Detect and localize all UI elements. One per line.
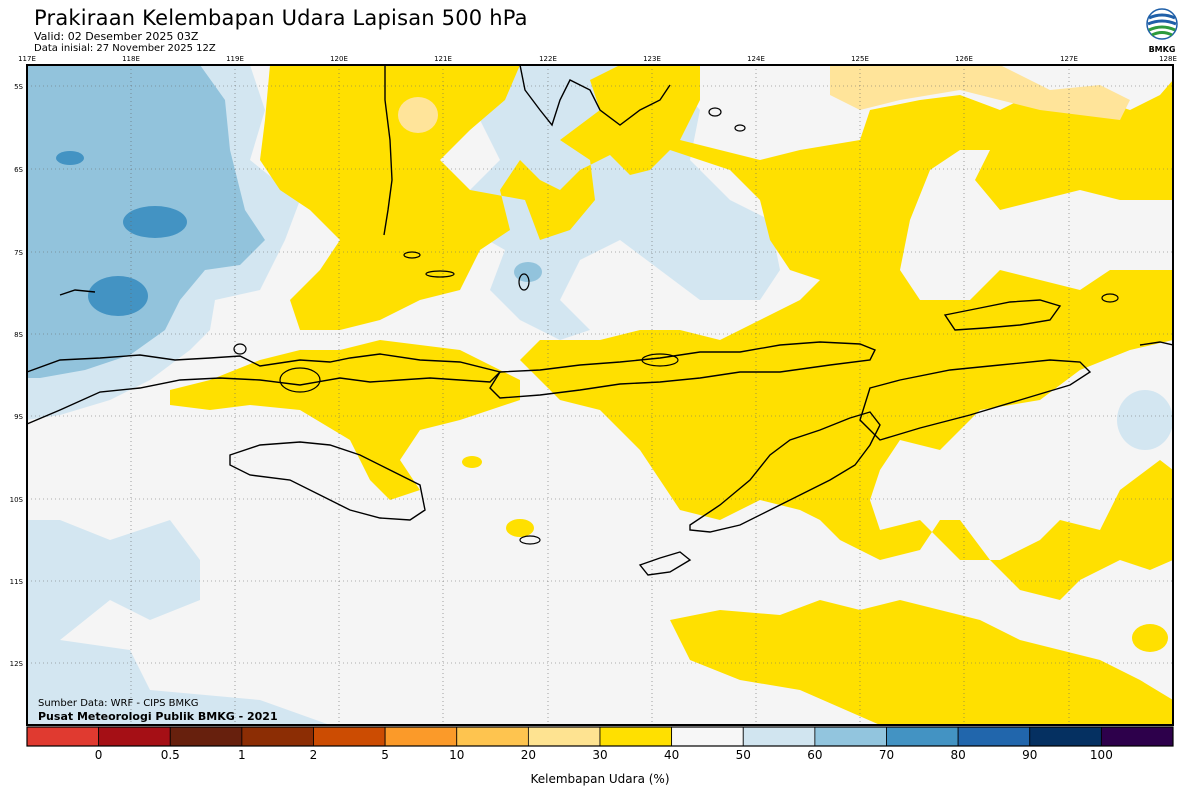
colorbar-swatch (241, 726, 314, 747)
map-frame (26, 64, 1174, 726)
colorbar-swatch (1100, 726, 1174, 747)
colorbar-swatch (384, 726, 458, 747)
longitude-labels: 117E 118E 119E 120E 121E 122E 123E 124E … (18, 55, 1177, 63)
colorbar-swatch (98, 726, 171, 747)
organization-credit: Pusat Meteorologi Publik BMKG - 2021 (38, 710, 278, 723)
colorbar-swatch (1029, 726, 1102, 747)
lat-label: 8S (14, 331, 23, 339)
initial-data-time: Data inisial: 27 November 2025 12Z (34, 43, 216, 54)
lon-label: 117E (18, 55, 36, 63)
humidity-70-80-cell-1 (56, 151, 84, 165)
colorbar-label: 0.5 (160, 748, 180, 762)
humidity-70-80-cell-3 (88, 276, 148, 316)
graticule (27, 65, 1173, 725)
colorbar-frame (26, 726, 1174, 747)
humidity-30-40-cell-south-3 (1132, 624, 1168, 652)
humidity-30-40-region-south-east (670, 600, 1173, 725)
colorbar-label: 40 (663, 748, 680, 762)
colorbar-swatch (671, 726, 744, 747)
colorbar-label: 5 (381, 748, 389, 762)
data-source-credit: Sumber Data: WRF - CIPS BMKG (38, 698, 199, 709)
lon-label: 119E (226, 55, 244, 63)
lat-label: 11S (10, 578, 24, 586)
latitude-labels: 5S 6S 7S 8S 9S 10S 11S 12S (10, 83, 24, 668)
bmkg-logo-icon (1146, 8, 1178, 40)
lat-label: 10S (10, 496, 24, 504)
bmkg-logo-text: BMKG (1148, 45, 1176, 54)
humidity-30-40-cell-south-1 (506, 519, 534, 537)
humidity-20-30-cell-north (398, 97, 438, 133)
humidity-field (27, 65, 1173, 725)
humidity-30-40-cell-south-2 (462, 456, 482, 468)
lat-label: 12S (10, 660, 24, 668)
lat-label: 7S (14, 249, 23, 257)
colorbar-label: 80 (950, 748, 966, 762)
colorbar-label: 2 (309, 748, 318, 762)
colorbar-label: 70 (878, 748, 895, 762)
colorbar-swatch (599, 726, 673, 747)
lon-label: 127E (1060, 55, 1078, 63)
colorbar-swatch (527, 726, 601, 747)
lon-label: 125E (851, 55, 869, 63)
coastline-timor-border (859, 359, 1092, 441)
colorbar-swatch (26, 726, 100, 747)
humidity-50-60-cell-east (1117, 390, 1173, 450)
lon-label: 121E (434, 55, 452, 63)
colorbar-swatch (313, 726, 386, 747)
coastline-wetar (943, 299, 1062, 331)
coastline-sumba (229, 441, 426, 521)
colorbar-label: 60 (807, 748, 823, 762)
colorbar-swatch (886, 726, 959, 747)
map-title: Prakiraan Kelembapan Udara Lapisan 500 h… (34, 6, 528, 30)
lon-label: 122E (539, 55, 557, 63)
lat-label: 9S (14, 413, 23, 421)
humidity-50-60-region-central (470, 65, 780, 340)
small-islands (233, 107, 1119, 545)
valid-time: Valid: 02 Desember 2025 03Z (34, 30, 199, 43)
coastline-rote (638, 551, 692, 576)
coastline-sulawesi-southeast (519, 65, 671, 127)
coastline-kangean (59, 289, 96, 296)
colorbar (26, 726, 1174, 747)
colorbar-swatch (814, 726, 887, 747)
colorbar-label: 1 (238, 748, 246, 762)
colorbar-label: 100 (1089, 748, 1113, 762)
colorbar-label: 0 (94, 748, 103, 762)
lon-label: 128E (1159, 55, 1177, 63)
lon-label: 123E (643, 55, 661, 63)
colorbar-label: 10 (449, 748, 465, 762)
humidity-60-70-cell-central (514, 262, 542, 282)
colorbar-label: 20 (520, 748, 537, 762)
colorbar-label: 90 (1022, 748, 1038, 762)
humidity-70-80-cell-2 (123, 206, 187, 238)
colorbar-swatch (957, 726, 1031, 747)
colorbar-label: 30 (592, 748, 608, 762)
coastlines (27, 65, 1173, 576)
colorbar-swatch (742, 726, 816, 747)
lon-label: 118E (122, 55, 140, 63)
humidity-30-40-region-north (260, 65, 1173, 600)
lat-label: 5S (14, 83, 23, 91)
coastline-flores (489, 341, 876, 399)
colorbar-label: 50 (735, 748, 751, 762)
lon-label: 120E (330, 55, 348, 63)
colorbar-title: Kelembapan Udara (%) (530, 772, 670, 786)
lon-label: 126E (955, 55, 973, 63)
colorbar-swatch (456, 726, 529, 747)
colorbar-swatch (169, 726, 243, 747)
lat-label: 6S (14, 166, 23, 174)
humidity-20-30-region-northeast (830, 65, 1130, 120)
lon-label: 124E (747, 55, 765, 63)
coastline-tanimbar (1139, 341, 1173, 346)
humidity-50-60-region-southwest (27, 520, 330, 725)
coastline-sulawesi-south (383, 65, 393, 236)
